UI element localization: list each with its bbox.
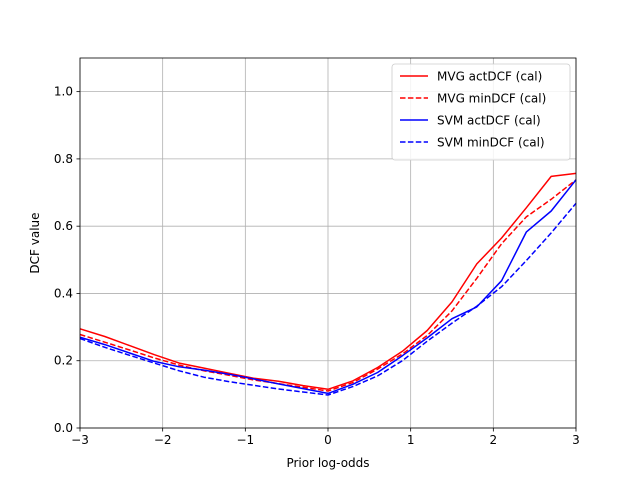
y-tick-label: 0.2 [54,354,73,368]
x-tick-label: −3 [71,433,89,447]
series-line-mvg-actdcf-cal [79,172,577,391]
x-tick-label: 1 [407,433,415,447]
x-tick-label: 2 [490,433,498,447]
legend-label: SVM actDCF (cal) [437,114,541,128]
series-lines [79,172,577,396]
series-line-svm-mindcf-cal [79,202,577,396]
x-tick-label: −1 [236,433,254,447]
legend-box [391,63,571,161]
x-tick-label: −2 [154,433,172,447]
x-axis-label: Prior log-odds [286,456,369,470]
legend-label: MVG actDCF (cal) [437,70,542,84]
series-line-mvg-mindcf-cal [79,179,577,392]
y-tick-label: 1.0 [54,85,73,99]
y-tick-label: 0.0 [54,421,73,435]
legend-label: SVM minDCF (cal) [437,136,545,150]
legend: MVG actDCF (cal) MVG minDCF (cal) SVM actD… [391,63,571,161]
y-tick-label: 0.4 [54,286,73,300]
y-axis-label: DCF value [28,212,42,273]
series-line-svm-actdcf-cal [79,179,577,395]
x-tick-label: 0 [324,433,332,447]
x-tick-label: 3 [572,433,580,447]
axis-ticks: −3 −2 −1 0 1 2 3 0.0 0.2 0.4 0.6 0.8 1.0 [54,85,580,447]
y-tick-label: 0.8 [54,152,73,166]
legend-label: MVG minDCF (cal) [437,92,546,106]
y-tick-label: 0.6 [54,219,73,233]
